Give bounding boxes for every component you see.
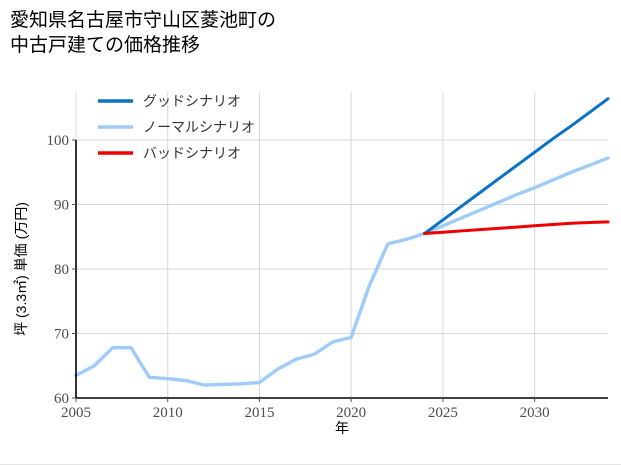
series-line-good <box>423 97 610 236</box>
series-line-bad <box>423 220 610 236</box>
x-tick-label: 2025 <box>428 405 458 421</box>
tick-labels-group: 60 70 80 90 100 2005 2010 2015 2020 2025 2030 <box>47 133 550 421</box>
series-line-normal <box>74 156 610 387</box>
chart-title: 愛知県名古屋市守山区菱池町の 中古戸建ての価格推移 <box>10 10 277 56</box>
x-axis-title: 年 <box>335 420 349 436</box>
series-group <box>74 97 610 387</box>
y-tick-label: 70 <box>54 327 69 343</box>
y-tick-label: 90 <box>54 198 69 214</box>
y-tick-label: 60 <box>54 391 69 407</box>
x-tick-label: 2005 <box>61 405 91 421</box>
y-tick-label: 80 <box>54 262 69 278</box>
legend-label-good: グッドシナリオ <box>143 94 241 110</box>
legend-label-normal: ノーマルシナリオ <box>143 121 255 136</box>
x-tick-label: 2020 <box>336 405 366 421</box>
x-tick-label: 2015 <box>244 405 274 421</box>
y-tick-label: 100 <box>47 133 70 149</box>
gridlines-group <box>75 92 608 398</box>
y-axis-title: 坪 (3.3㎡) 単価 (万円) <box>13 202 29 336</box>
x-tick-label: 2030 <box>520 405 550 421</box>
x-tick-label: 2010 <box>153 405 183 421</box>
legend-label-bad: バッドシナリオ <box>143 147 241 162</box>
